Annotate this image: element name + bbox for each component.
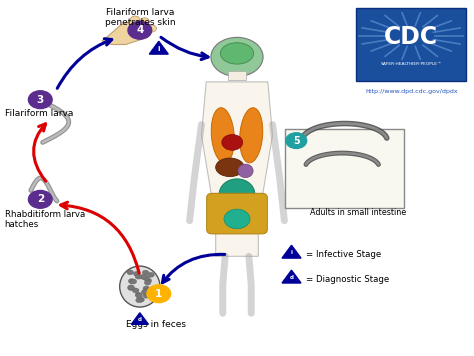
- Circle shape: [211, 37, 263, 77]
- Polygon shape: [282, 245, 301, 258]
- Circle shape: [128, 286, 134, 290]
- Text: http://www.dpd.cdc.gov/dpdx: http://www.dpd.cdc.gov/dpdx: [365, 89, 457, 94]
- Polygon shape: [102, 20, 152, 44]
- Circle shape: [286, 133, 307, 148]
- Circle shape: [127, 270, 134, 275]
- Circle shape: [128, 21, 152, 39]
- Polygon shape: [201, 82, 273, 256]
- Polygon shape: [282, 270, 301, 283]
- Circle shape: [144, 280, 151, 285]
- Circle shape: [143, 276, 149, 281]
- Text: 5: 5: [293, 136, 300, 146]
- Circle shape: [135, 292, 142, 297]
- Circle shape: [145, 278, 152, 283]
- Circle shape: [135, 274, 142, 279]
- Text: = Infective Stage: = Infective Stage: [306, 250, 381, 259]
- Circle shape: [222, 135, 243, 150]
- Circle shape: [147, 285, 171, 303]
- Text: CDC: CDC: [384, 25, 438, 49]
- Text: 3: 3: [36, 95, 44, 105]
- FancyBboxPatch shape: [356, 8, 466, 81]
- Circle shape: [138, 297, 145, 302]
- Circle shape: [130, 16, 140, 23]
- Circle shape: [141, 290, 148, 295]
- Text: d: d: [290, 275, 293, 280]
- Text: Rhabditiform larva
hatches: Rhabditiform larva hatches: [5, 210, 85, 229]
- Ellipse shape: [211, 108, 234, 163]
- Polygon shape: [149, 41, 168, 54]
- Circle shape: [28, 91, 52, 109]
- Polygon shape: [131, 313, 148, 324]
- Text: i: i: [157, 46, 160, 52]
- Ellipse shape: [219, 179, 255, 209]
- Circle shape: [143, 288, 149, 293]
- Circle shape: [142, 270, 149, 275]
- Circle shape: [136, 298, 142, 303]
- Ellipse shape: [216, 158, 244, 177]
- Text: Eggs in feces: Eggs in feces: [127, 320, 186, 329]
- Text: 2: 2: [36, 194, 44, 204]
- Circle shape: [140, 274, 146, 279]
- Circle shape: [134, 271, 140, 276]
- Text: i: i: [291, 250, 292, 255]
- Text: Filariform larva: Filariform larva: [5, 109, 73, 117]
- Ellipse shape: [119, 266, 160, 307]
- Text: 4: 4: [136, 25, 144, 35]
- Text: 1: 1: [155, 289, 163, 299]
- Circle shape: [28, 190, 52, 208]
- FancyBboxPatch shape: [285, 129, 404, 208]
- Text: SAFER·HEALTHIER·PEOPLE™: SAFER·HEALTHIER·PEOPLE™: [381, 62, 442, 67]
- FancyBboxPatch shape: [207, 193, 267, 234]
- Circle shape: [128, 285, 134, 290]
- Circle shape: [147, 25, 156, 32]
- Circle shape: [140, 18, 149, 25]
- Circle shape: [148, 272, 155, 277]
- Circle shape: [128, 279, 135, 284]
- Ellipse shape: [224, 209, 250, 229]
- Circle shape: [136, 293, 142, 298]
- Circle shape: [143, 286, 150, 291]
- Ellipse shape: [220, 43, 254, 64]
- Text: Filariform larva
penetrates skin: Filariform larva penetrates skin: [105, 8, 175, 27]
- Circle shape: [132, 288, 139, 293]
- Circle shape: [143, 293, 150, 298]
- Ellipse shape: [240, 108, 263, 163]
- Bar: [228, 71, 246, 80]
- Ellipse shape: [238, 164, 253, 178]
- Circle shape: [130, 279, 137, 284]
- Text: = Diagnostic Stage: = Diagnostic Stage: [306, 275, 389, 284]
- Text: d: d: [138, 317, 142, 322]
- Text: Adults in small intestine: Adults in small intestine: [310, 208, 406, 217]
